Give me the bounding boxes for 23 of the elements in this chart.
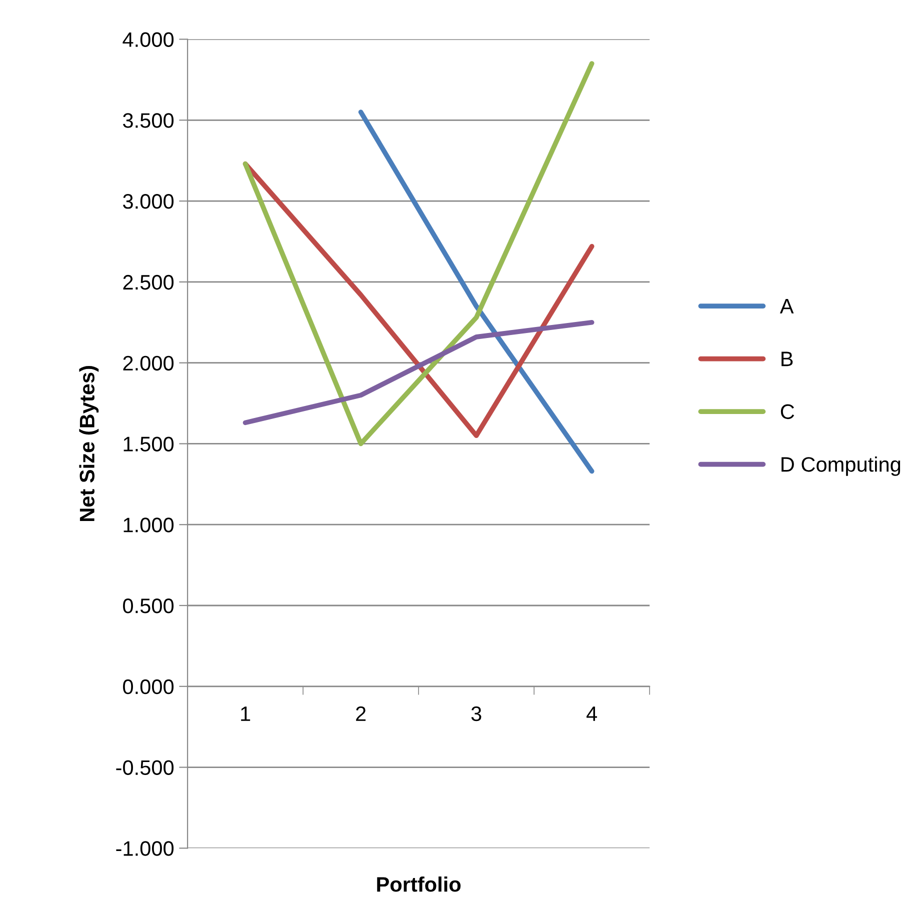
y-axis-title: Net Size (Bytes) [79, 366, 99, 522]
y-tick-label: 0.500 [123, 598, 174, 614]
x-tick-label: 1 [241, 706, 250, 721]
y-tick-label: 0.000 [123, 679, 174, 694]
x-tick-label: 3 [471, 706, 482, 722]
y-tick-label: 3.500 [123, 113, 174, 128]
legend-label: B [782, 352, 793, 366]
y-tick-label: -1.000 [116, 841, 174, 856]
y-tick-label: 4.000 [122, 32, 174, 48]
y-tick-label: 2.000 [123, 356, 174, 371]
y-tick-label: 1.500 [124, 436, 174, 452]
y-tick-label: 3.000 [123, 194, 174, 209]
y-tick-label: 2.500 [123, 274, 174, 290]
legend-label: C [780, 404, 794, 420]
y-tick-label: 1.000 [124, 518, 174, 532]
y-tick-label: -0.500 [116, 760, 174, 776]
x-axis-title: Portfolio [377, 876, 461, 892]
legend-label: D Computing [782, 456, 900, 476]
line-series [242, 61, 594, 446]
x-tick-label: 2 [356, 706, 366, 721]
line-series [242, 320, 594, 426]
x-tick-label: 4 [586, 706, 598, 721]
legend-label: A [780, 299, 794, 314]
